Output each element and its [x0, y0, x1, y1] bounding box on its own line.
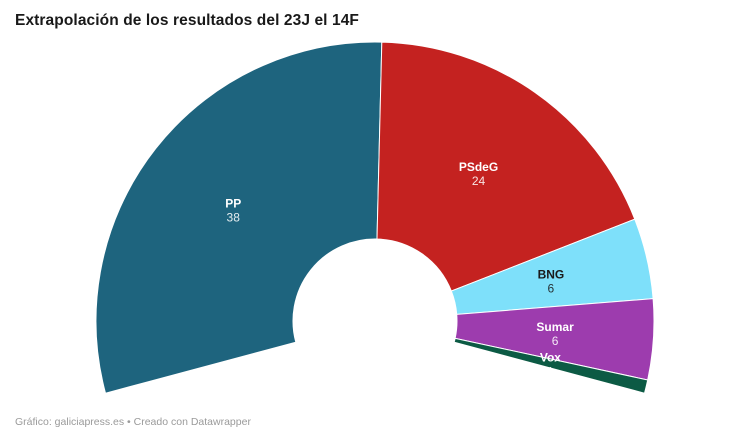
segment-seats-label: 6 — [548, 281, 555, 295]
segment-seats-label: 24 — [472, 174, 486, 188]
segment-name-label: PSdeG — [459, 160, 498, 174]
segment-seats-label: 1 — [547, 364, 554, 378]
segment-name-label: Vox — [540, 350, 561, 364]
segment-psdeg[interactable] — [376, 41, 636, 292]
segment-name-label: PP — [225, 196, 241, 210]
segment-pp[interactable] — [95, 41, 383, 394]
chart-title: Extrapolación de los resultados del 23J … — [15, 12, 360, 29]
segment-name-label: BNG — [538, 267, 565, 281]
segment-seats-label: 38 — [227, 210, 241, 224]
segment-vox[interactable] — [453, 337, 649, 394]
segment-seats-label: 6 — [552, 334, 559, 348]
chart-credit: Gráfico: galiciapress.es • Creado con Da… — [15, 416, 251, 428]
segment-name-label: Sumar — [536, 320, 574, 334]
